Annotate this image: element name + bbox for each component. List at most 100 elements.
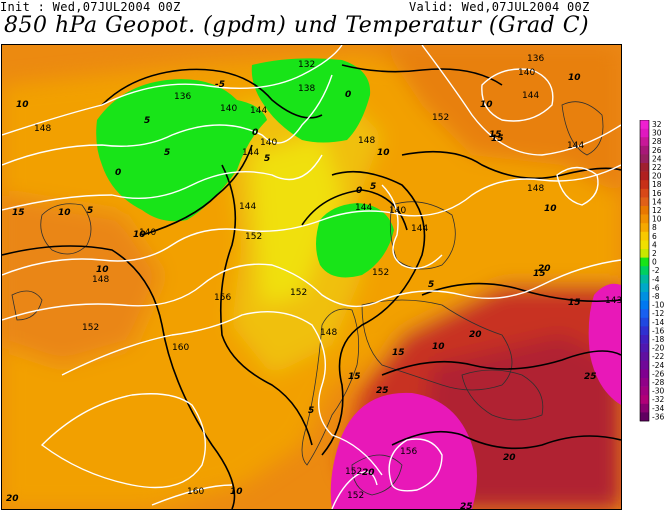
geo-label: 140: [220, 104, 237, 114]
chart-title: 850 hPa Geopot. (gpdm) und Temperatur (G…: [4, 13, 590, 38]
colorbar-swatch: [640, 154, 649, 164]
colorbar-swatch: [640, 360, 649, 370]
colorbar-label: -30: [652, 387, 664, 396]
colorbar-label: -2: [652, 266, 660, 275]
colorbar-swatch: [640, 369, 649, 379]
geo-label: 144: [250, 106, 267, 116]
colorbar-label: 14: [652, 197, 662, 206]
geo-label: 140: [389, 206, 406, 216]
isotherms: [2, 64, 621, 509]
colorbar-swatch: [640, 180, 649, 190]
temp-label: 5: [264, 154, 270, 164]
colorbar-swatch: [640, 163, 649, 172]
geo-label: 136: [527, 54, 544, 64]
colorbar-label: 12: [652, 206, 662, 215]
colorbar-swatch: [640, 274, 649, 284]
geo-label: 140: [260, 138, 277, 148]
colorbar-label: -34: [652, 404, 664, 413]
geo-label: 152: [82, 323, 99, 333]
geo-label: 148: [527, 184, 544, 194]
geo-label: 132: [298, 60, 315, 70]
init-time-label: Init : Wed,07JUL2004 00Z: [0, 0, 181, 14]
colorbar-label: -28: [652, 378, 664, 387]
colorbar-swatch: [640, 137, 649, 147]
temp-label: 10: [96, 265, 109, 275]
colorbar-label: -6: [652, 283, 660, 292]
geo-label: 148: [358, 136, 375, 146]
temp-label: 10: [16, 100, 29, 110]
geo-label: 144: [522, 91, 539, 101]
geo-label: 143: [605, 296, 621, 306]
temp-label: 5: [144, 116, 150, 126]
temp-label: 5: [87, 206, 93, 216]
colorbar-swatch: [640, 335, 649, 344]
geo-label: 148: [92, 275, 109, 285]
temp-label: 10: [432, 342, 445, 352]
colorbar-swatch: [640, 309, 649, 319]
colorbar-label: -32: [652, 395, 664, 404]
colorbar-label: 0: [652, 258, 657, 267]
colorbar-label: 26: [652, 146, 662, 155]
geopotential-label-group: 136 132 136 138 140 140 144 144 144 140 …: [34, 54, 621, 501]
weather-map: 136 132 136 138 140 140 144 144 144 140 …: [1, 44, 622, 510]
geo-label: 144: [239, 202, 256, 212]
colorbar-swatch: [640, 231, 649, 241]
temp-label: 20: [503, 453, 516, 463]
colorbar-swatch: [640, 197, 649, 207]
temp-label: 5: [164, 148, 170, 158]
temp-label: 15: [392, 348, 405, 358]
geo-label: 152: [290, 288, 307, 298]
colorbar-swatch: [640, 395, 649, 405]
temp-label: 0: [356, 186, 362, 196]
temp-zone-26-south: [330, 392, 477, 509]
colorbar-swatch: [640, 403, 649, 413]
temp-zone-west: [2, 195, 162, 365]
temp-label: 15: [348, 372, 361, 382]
temp-label: 20: [6, 494, 19, 504]
temp-label: 0: [115, 168, 121, 178]
colorbar-label: 10: [652, 215, 662, 224]
temperature-colorbar: 32302826242220181614121086420-2-4-6-8-10…: [639, 120, 664, 422]
colorbar-swatch: [640, 214, 649, 224]
colorbar-label: 22: [652, 163, 662, 172]
geo-label: 144: [355, 203, 372, 213]
colorbar-swatch: [640, 128, 649, 138]
colorbar-swatch: [640, 257, 649, 267]
geo-label: 144: [411, 224, 428, 234]
colorbar-label: 2: [652, 249, 657, 258]
geo-label: 156: [400, 447, 417, 457]
colorbar-label: -20: [652, 344, 664, 353]
temp-label: 5: [428, 280, 434, 290]
valid-time-label: Valid: Wed,07JUL2004 00Z: [409, 0, 590, 14]
geo-label: 152: [432, 113, 449, 123]
colorbar-label: -12: [652, 309, 664, 318]
colorbar-swatch: [640, 412, 649, 422]
geo-label: 156: [214, 293, 231, 303]
temp-label: 15: [533, 269, 546, 279]
temp-label: 20: [469, 330, 482, 340]
temp-label: -5: [215, 80, 225, 90]
temp-label: 0: [252, 128, 258, 138]
temp-label: 25: [376, 386, 389, 396]
temp-label: 15: [491, 134, 504, 144]
colorbar-swatch: [640, 326, 649, 336]
temp-label: 10: [480, 100, 493, 110]
temp-label: 25: [584, 372, 597, 382]
geo-label: 152: [372, 268, 389, 278]
colorbar-swatch: [640, 317, 649, 327]
temp-label: 15: [489, 130, 502, 140]
temp-zone-6b: [252, 135, 342, 305]
geo-label: 138: [298, 84, 315, 94]
colorbar-swatch: [640, 206, 649, 215]
temp-label: 10: [58, 208, 71, 218]
colorbar-swatch: [640, 188, 649, 198]
temp-label: 15: [12, 208, 25, 218]
colorbar-label: 28: [652, 137, 662, 146]
colorbar-label: -4: [652, 275, 660, 284]
colorbar-label: -14: [652, 318, 664, 327]
temp-label: 10: [544, 204, 557, 214]
temp-zone-0-north: [96, 79, 267, 222]
colorbar-swatch: [640, 352, 649, 362]
temp-zone-0-scand: [316, 203, 394, 278]
geo-label: 140: [518, 68, 535, 78]
